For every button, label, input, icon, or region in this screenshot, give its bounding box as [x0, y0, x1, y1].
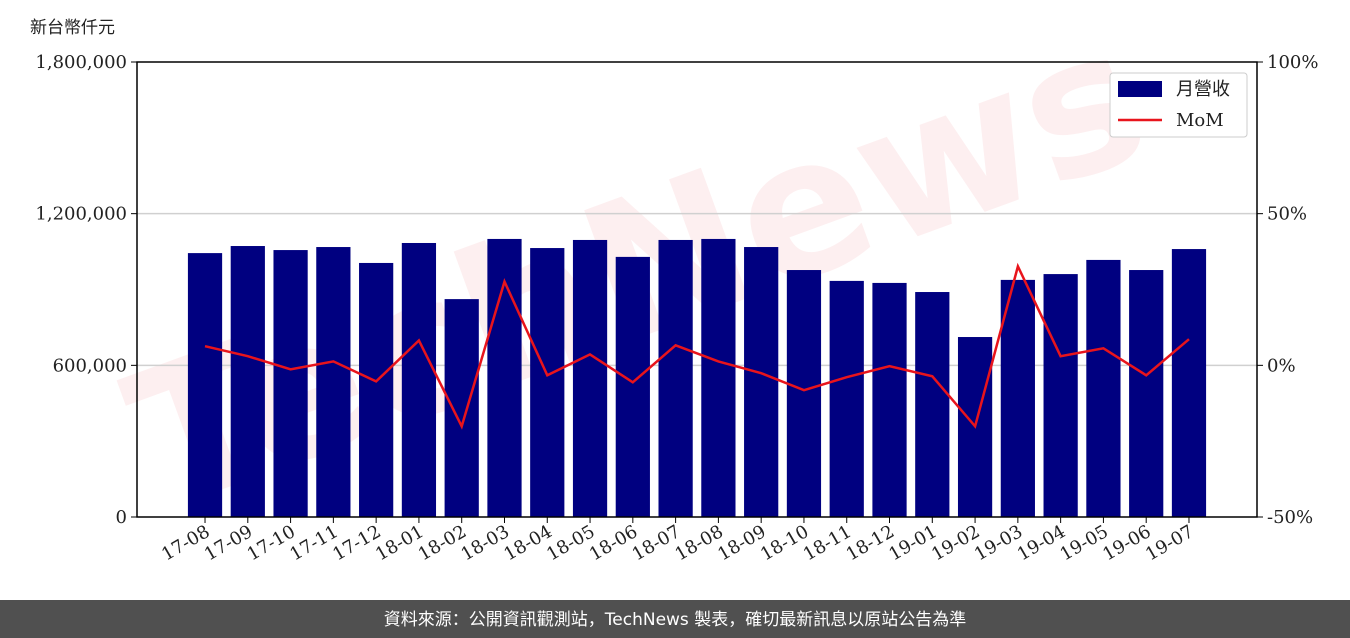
bar	[1129, 270, 1164, 517]
x-tick-label: 17-10	[244, 521, 299, 565]
bar	[744, 247, 779, 518]
bar	[187, 253, 223, 517]
x-tick-label: 18-06	[586, 521, 641, 565]
x-tick-label: 19-05	[1056, 521, 1111, 565]
bar	[615, 256, 650, 517]
y2-tick-label: 50%	[1267, 204, 1307, 225]
y2-tick-label: 0%	[1267, 355, 1296, 376]
x-tick-label: 18-03	[458, 521, 513, 565]
bar	[786, 270, 822, 517]
y-tick-label: 1,200,000	[35, 204, 127, 225]
bar	[1086, 259, 1121, 517]
x-tick-label: 19-06	[1099, 521, 1154, 565]
bar	[572, 239, 608, 517]
x-tick-label: 18-08	[671, 521, 726, 565]
bar	[658, 239, 693, 517]
bar	[1171, 249, 1207, 518]
plot-frame	[136, 61, 1258, 518]
y2-tick-label: -50%	[1267, 507, 1313, 528]
x-tick-label: 17-11	[286, 521, 341, 565]
x-tick-label: 18-01	[372, 521, 427, 565]
y-tick-label: 1,800,000	[35, 52, 127, 73]
bar	[1000, 279, 1035, 517]
bar	[359, 262, 394, 517]
legend-label: MoM	[1176, 110, 1224, 131]
x-tick-label: 17-12	[329, 521, 384, 565]
bar	[316, 247, 351, 518]
x-tick-label: 18-04	[500, 521, 555, 565]
x-tick-label: 19-02	[928, 521, 983, 565]
bar	[829, 280, 864, 517]
x-tick-label: 19-07	[1142, 521, 1197, 565]
bar	[915, 292, 950, 517]
x-tick-label: 18-10	[757, 521, 812, 565]
bar	[230, 246, 265, 517]
x-tick-label: 18-09	[714, 521, 769, 565]
x-tick-label: 19-04	[1014, 521, 1069, 565]
bar	[872, 282, 907, 517]
bar	[401, 242, 437, 517]
x-tick-label: 19-01	[885, 521, 940, 565]
bar	[1043, 274, 1078, 517]
legend-swatch	[1118, 81, 1162, 97]
bar	[701, 238, 736, 517]
x-tick-label: 18-02	[415, 521, 470, 565]
y-tick-label: 0	[116, 507, 127, 528]
x-tick-label: 18-12	[843, 521, 898, 565]
bar	[444, 299, 479, 517]
bar	[273, 250, 308, 518]
footer-band	[0, 600, 1350, 638]
y2-tick-label: 100%	[1267, 52, 1318, 73]
x-tick-label: 19-03	[971, 521, 1026, 565]
line	[204, 262, 1190, 430]
y-tick-label: 600,000	[53, 355, 127, 376]
x-tick-label: 18-11	[800, 521, 855, 565]
bar	[530, 248, 565, 518]
legend-label: 月營收	[1176, 79, 1230, 100]
y-axis-label: 新台幣仟元	[30, 18, 115, 38]
source-note: 資料來源：公開資訊觀測站，TechNews 製表，確切最新訊息以原站公告為準	[384, 610, 966, 630]
x-tick-label: 18-07	[629, 521, 684, 565]
x-tick-label: 18-05	[543, 521, 598, 565]
